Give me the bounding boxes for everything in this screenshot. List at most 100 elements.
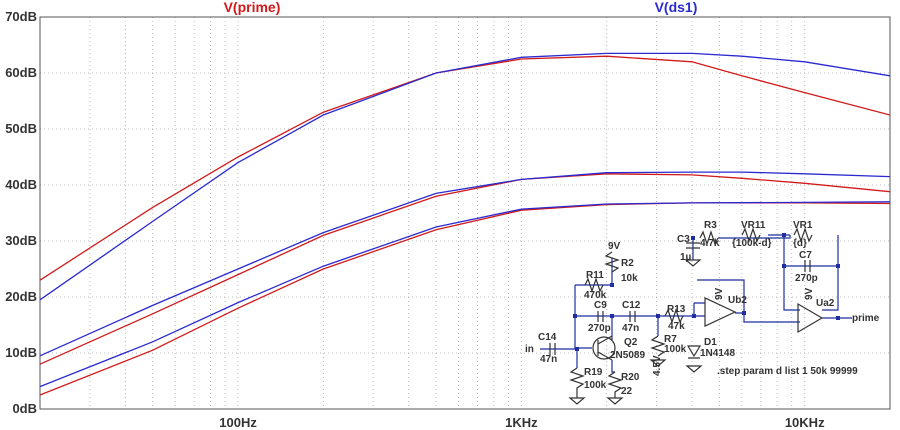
transistor-q2 [592, 336, 616, 360]
schematic-node [575, 347, 579, 351]
capacitor-c12 [629, 311, 636, 322]
plot-traces [39, 52, 891, 396]
wire [718, 235, 839, 311]
y-tick-label: 60dB [5, 65, 37, 80]
y-axis-ticks: 0dB 10dB 20dB 30dB 40dB 50dB 60dB 70dB [5, 9, 37, 416]
value-r11: 470k [584, 290, 607, 301]
capacitor-c3 [686, 242, 700, 249]
schematic-node [573, 314, 577, 318]
label-ua2-supply: 9V [804, 287, 815, 300]
value-r3: 4.7k [700, 238, 720, 249]
label-r13: R13 [667, 304, 686, 315]
resistor-r19 [569, 367, 585, 398]
schematic-node [836, 264, 840, 268]
opamp-ua2 [797, 302, 824, 334]
schematic-node [610, 283, 614, 287]
opamp-ub2 [704, 297, 737, 327]
value-r2: 10k [621, 273, 638, 284]
y-tick-label: 0dB [12, 401, 37, 416]
label-r3: R3 [704, 220, 717, 231]
value-vr1: {d} [793, 238, 807, 249]
label-bias: 4.5V [652, 355, 663, 376]
schematic-node [836, 316, 840, 320]
label-ua2: Ua2 [816, 298, 835, 309]
label-r19: R19 [584, 367, 603, 378]
value-c7: 270p [795, 273, 818, 284]
label-output: prime [852, 313, 880, 324]
capacitor-c7 [804, 260, 811, 272]
resistor-r7 [650, 335, 666, 357]
schematic-node [782, 264, 786, 268]
label-r20: R20 [621, 372, 640, 383]
value-c9: 270p [588, 323, 611, 334]
capacitor-c9 [597, 311, 604, 322]
label-d1: D1 [704, 337, 717, 348]
value-r19: 100k [584, 380, 607, 391]
resistor-vr11 [741, 227, 761, 243]
value-r20: 22 [621, 386, 633, 397]
trace-vprime[interactable] [39, 55, 891, 281]
resistor-r13 [664, 308, 684, 324]
resistor-r3 [699, 230, 719, 246]
label-in: in [525, 344, 534, 355]
diode-d1 [686, 345, 702, 359]
label-r2-supply: 9V [608, 241, 621, 252]
y-tick-label: 40dB [5, 177, 37, 192]
spice-directive[interactable]: .step param d list 1 50k 99999 [717, 366, 858, 377]
wire [743, 313, 800, 323]
schematic-node [782, 233, 786, 237]
label-vr1: VR1 [793, 220, 813, 231]
ground-symbols [568, 259, 703, 405]
label-r7: R7 [664, 334, 677, 345]
label-c12: C12 [622, 300, 641, 311]
value-q2: 2N5089 [610, 350, 645, 361]
schematic-overlay: R3 4.7k VR11 {100k-d} VR1 {d} C3 1µ C7 2… [525, 220, 880, 405]
value-c14: 47n [540, 354, 557, 365]
transistor-q2-leads [597, 335, 613, 361]
x-tick-label: 100Hz [219, 415, 257, 430]
schematic-node [692, 314, 696, 318]
label-r2: R2 [621, 258, 634, 269]
wire [783, 266, 800, 311]
y-tick-label: 10dB [5, 345, 37, 360]
capacitor-c14 [549, 343, 556, 355]
y-tick-label: 70dB [5, 9, 37, 24]
legend-v-ds1[interactable]: V(ds1) [655, 0, 698, 15]
label-ub2: Ub2 [728, 295, 747, 306]
schematic-node [691, 236, 695, 240]
value-r13: 47k [668, 321, 685, 332]
legend-v-prime[interactable]: V(prime) [224, 0, 281, 15]
wire [693, 302, 705, 316]
y-tick-label: 30dB [5, 233, 37, 248]
trace-vds1[interactable] [39, 52, 891, 301]
value-c12: 47n [622, 323, 639, 334]
label-vr11: VR11 [741, 220, 766, 231]
label-r11: R11 [586, 270, 604, 281]
x-tick-label: 1KHz [505, 415, 538, 430]
schematic-node [610, 314, 614, 318]
label-q2: Q2 [624, 337, 638, 348]
resistor-vr1 [793, 227, 813, 243]
value-d1: 1N4148 [700, 348, 735, 359]
y-tick-label: 50dB [5, 121, 37, 136]
schematic-node [656, 314, 660, 318]
label-c3: C3 [677, 234, 690, 245]
schematic-node [742, 311, 746, 315]
label-c7: C7 [799, 250, 812, 261]
value-r7: 100k [664, 344, 687, 355]
wire [697, 279, 745, 314]
plot-frame [39, 16, 891, 410]
x-axis-ticks: 100Hz 1KHz 10KHz [219, 415, 825, 430]
x-tick-label: 10KHz [785, 415, 825, 430]
label-c9: C9 [594, 300, 607, 311]
value-c3: 1µ [680, 252, 692, 263]
trace-vds1[interactable] [39, 201, 891, 388]
resistor-r2 [604, 251, 620, 273]
label-c14: C14 [538, 332, 557, 343]
y-tick-label: 20dB [5, 289, 37, 304]
resistor-r11 [584, 277, 604, 293]
label-ub2-supply: 9V [714, 287, 725, 300]
trace-vds1[interactable] [39, 171, 891, 357]
